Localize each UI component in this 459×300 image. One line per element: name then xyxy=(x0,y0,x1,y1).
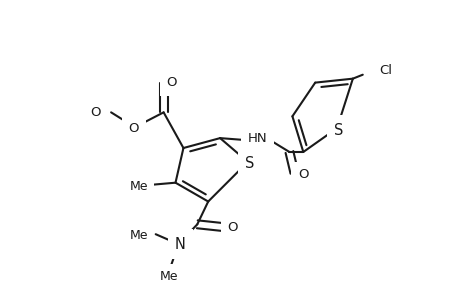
Text: Me: Me xyxy=(129,180,147,193)
Text: Cl: Cl xyxy=(379,64,392,77)
Text: O: O xyxy=(297,168,308,181)
Text: O: O xyxy=(166,76,176,89)
Text: N: N xyxy=(174,237,185,252)
Text: Me: Me xyxy=(159,270,178,283)
Text: S: S xyxy=(245,156,254,171)
Text: O: O xyxy=(227,221,238,234)
Text: O: O xyxy=(90,106,101,119)
Text: Me: Me xyxy=(129,229,147,242)
Text: S: S xyxy=(334,123,343,138)
Text: O: O xyxy=(129,122,139,135)
Text: HN: HN xyxy=(247,132,267,145)
